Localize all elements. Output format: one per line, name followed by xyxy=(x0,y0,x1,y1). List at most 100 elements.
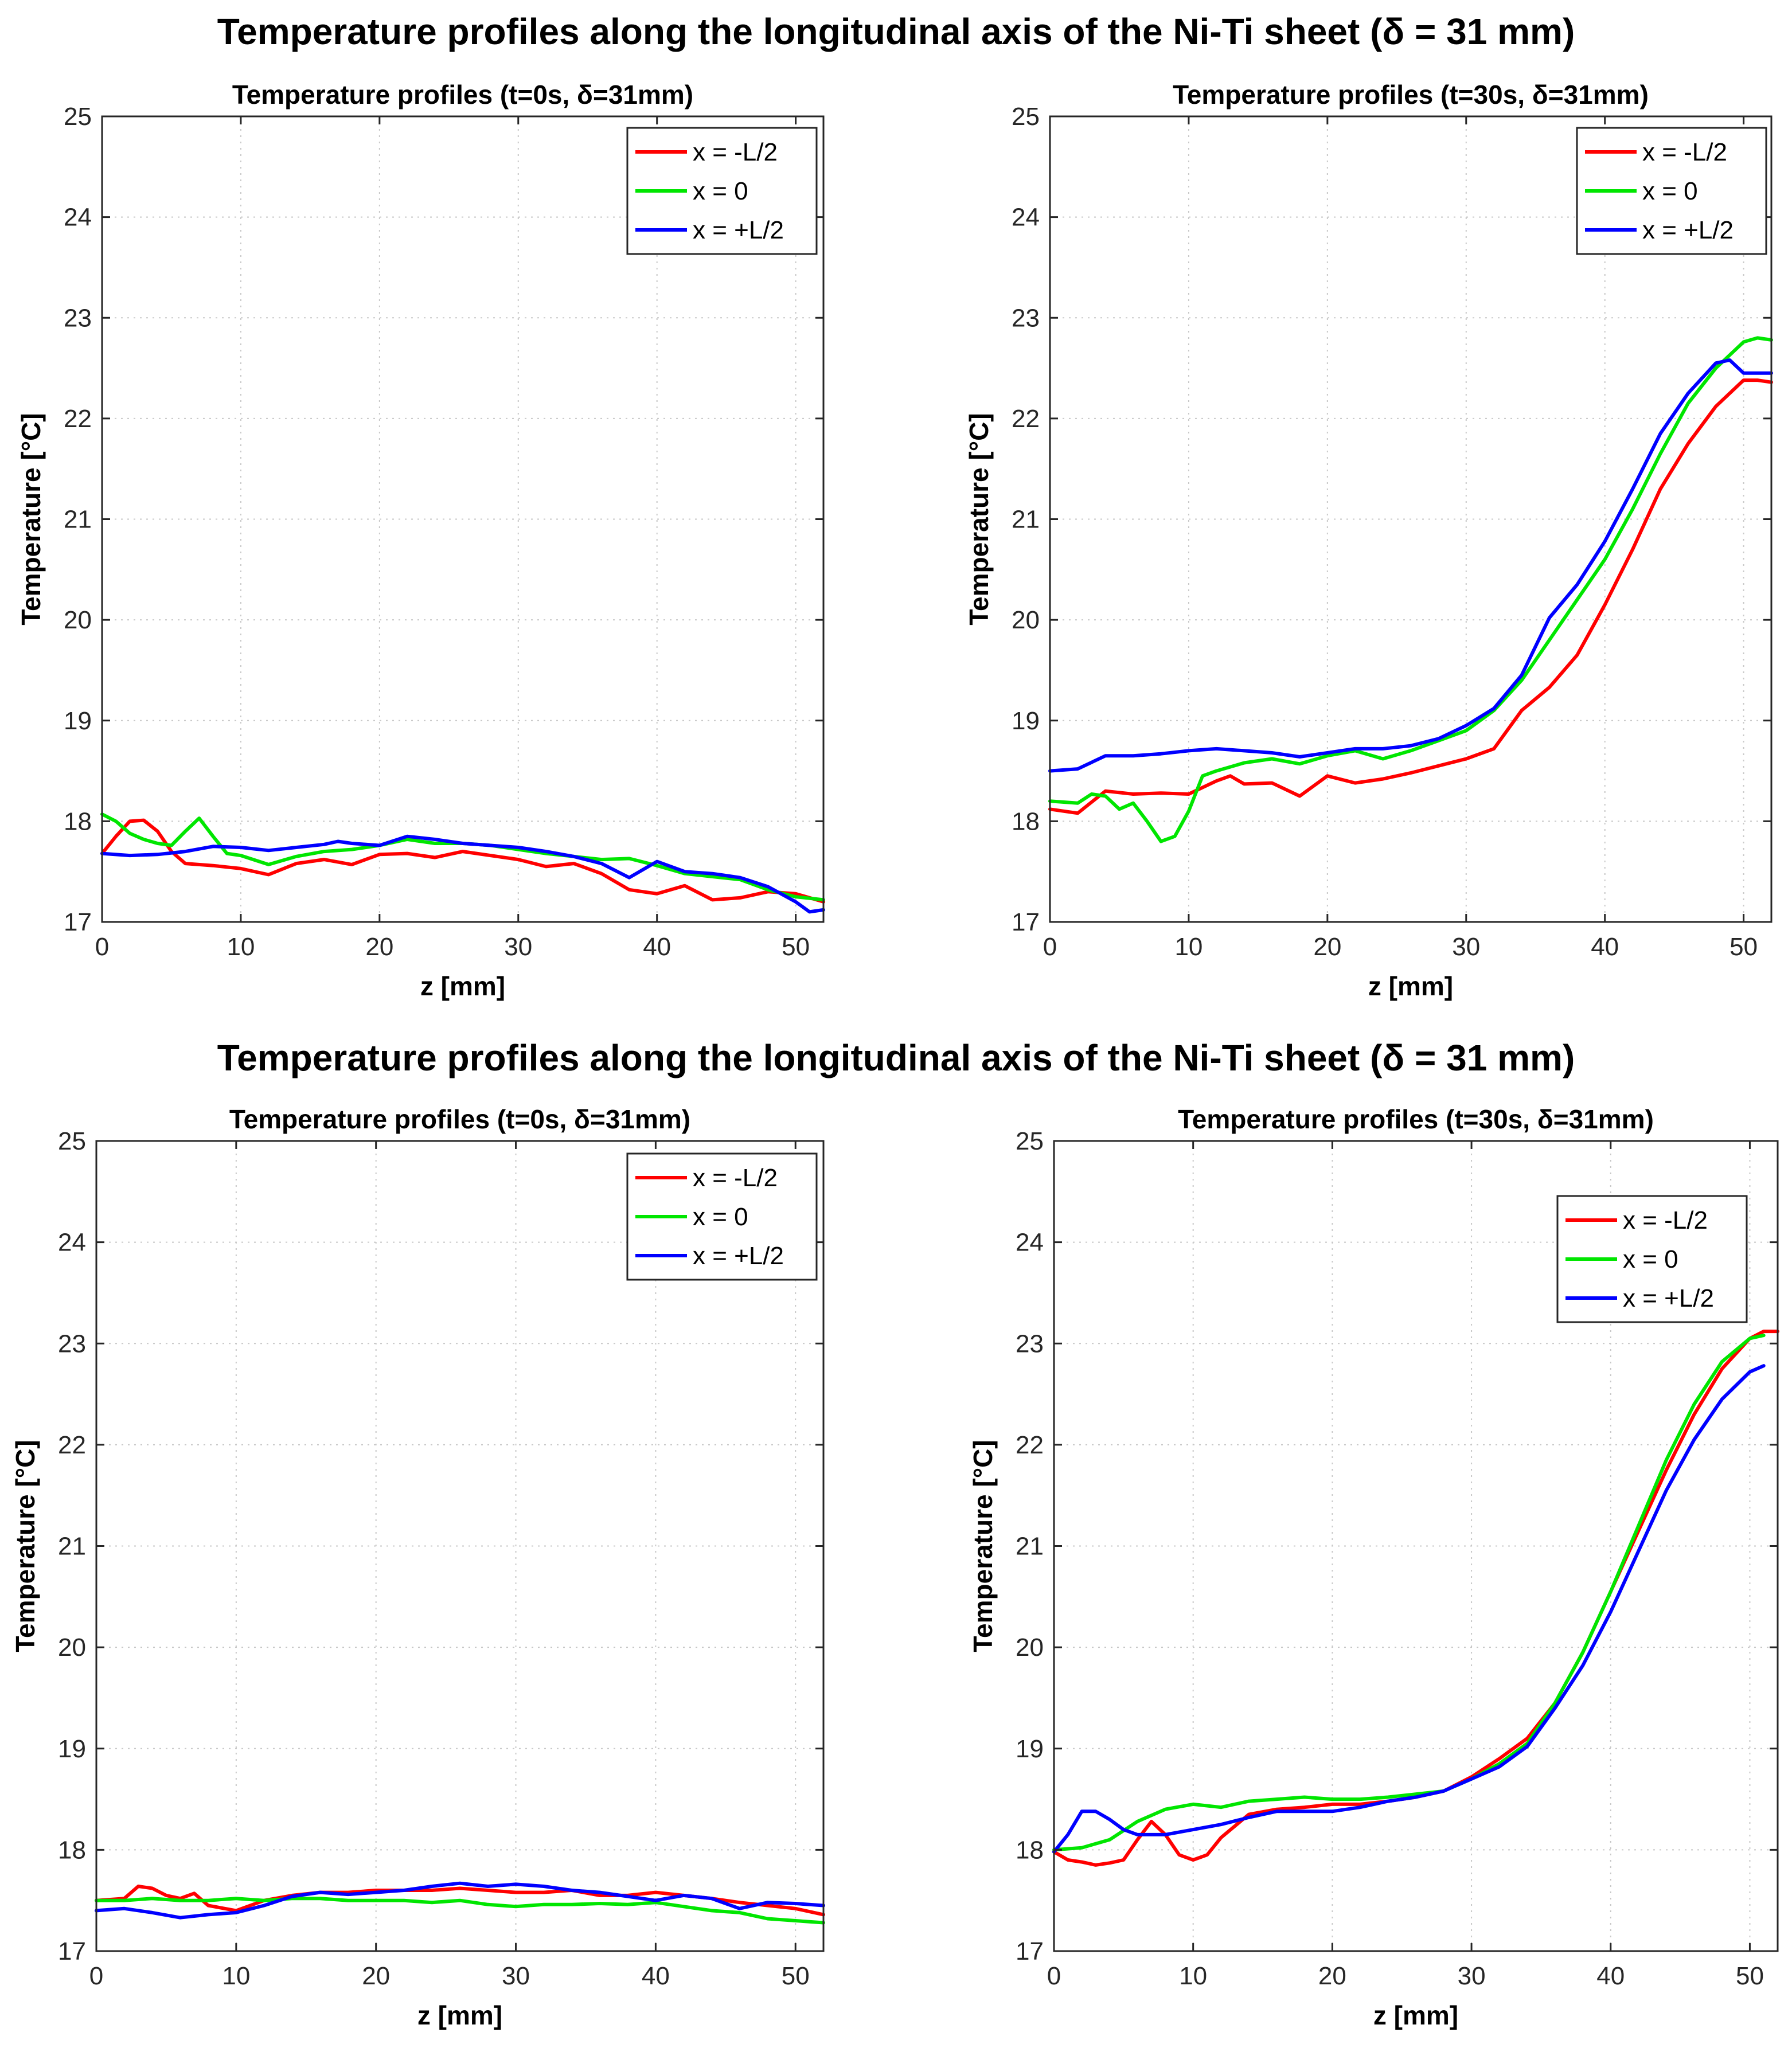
x-tick-label: 0 xyxy=(89,1962,103,1990)
y-tick-label: 20 xyxy=(58,1633,86,1662)
y-tick-label: 24 xyxy=(1016,1229,1044,1257)
legend-label-1: x = -L/2 xyxy=(1623,1206,1708,1234)
y-tick-label: 19 xyxy=(1016,1735,1044,1763)
y-tick-label: 23 xyxy=(1012,304,1040,332)
y-tick-label: 24 xyxy=(58,1229,86,1257)
figure-title-bottom: Temperature profiles along the longitudi… xyxy=(217,1037,1575,1078)
y-tick-label: 23 xyxy=(1016,1330,1044,1358)
y-tick-label: 22 xyxy=(1012,405,1040,433)
series-line-2 xyxy=(95,1897,825,1925)
x-axis-label: z [mm] xyxy=(1373,2000,1458,2030)
series-line-1 xyxy=(1048,378,1773,815)
legend-label-2: x = 0 xyxy=(1623,1245,1678,1273)
x-tick-label: 10 xyxy=(227,933,255,961)
x-tick-label: 40 xyxy=(1591,933,1619,961)
x-tick-label: 20 xyxy=(1313,933,1341,961)
x-tick-label: 40 xyxy=(1596,1962,1625,1990)
x-tick-label: 40 xyxy=(642,1962,670,1990)
y-tick-label: 19 xyxy=(64,707,92,735)
y-tick-label: 23 xyxy=(58,1330,86,1358)
y-tick-label: 22 xyxy=(64,405,92,433)
chart-title: Temperature profiles (t=30s, δ=31mm) xyxy=(1178,1104,1654,1134)
y-tick-label: 17 xyxy=(1012,908,1040,936)
y-tick-label: 24 xyxy=(1012,204,1040,232)
y-tick-label: 24 xyxy=(64,204,92,232)
x-tick-label: 50 xyxy=(782,933,810,961)
legend-label-3: x = +L/2 xyxy=(693,216,784,244)
legend-label-1: x = -L/2 xyxy=(693,1164,778,1192)
y-tick-label: 25 xyxy=(1012,103,1040,131)
x-tick-label: 30 xyxy=(1452,933,1480,961)
y-tick-label: 21 xyxy=(1012,506,1040,534)
y-tick-label: 25 xyxy=(58,1127,86,1155)
x-tick-label: 50 xyxy=(1729,933,1758,961)
x-tick-label: 30 xyxy=(1458,1962,1486,1990)
y-axis-label: Temperature [°C] xyxy=(968,1440,998,1652)
legend-label-2: x = 0 xyxy=(693,177,748,205)
y-axis-label: Temperature [°C] xyxy=(10,1440,40,1652)
series-line-2 xyxy=(1048,336,1773,843)
y-tick-label: 23 xyxy=(64,304,92,332)
y-tick-label: 17 xyxy=(58,1937,86,1965)
y-tick-label: 22 xyxy=(1016,1431,1044,1459)
y-tick-label: 22 xyxy=(58,1431,86,1459)
x-tick-label: 20 xyxy=(362,1962,390,1990)
y-axis-label: Temperature [°C] xyxy=(16,413,46,625)
series-line-1 xyxy=(1052,1330,1779,1867)
legend-label-3: x = +L/2 xyxy=(1623,1284,1714,1312)
x-tick-label: 20 xyxy=(1318,1962,1346,1990)
x-tick-label: 20 xyxy=(365,933,393,961)
legend-label-3: x = +L/2 xyxy=(693,1242,784,1270)
y-tick-label: 18 xyxy=(58,1836,86,1864)
legend-label-1: x = -L/2 xyxy=(693,138,778,166)
y-tick-label: 18 xyxy=(1012,807,1040,835)
y-tick-label: 19 xyxy=(1012,707,1040,735)
y-tick-label: 25 xyxy=(64,103,92,131)
x-tick-label: 0 xyxy=(1047,1962,1061,1990)
y-axis-label: Temperature [°C] xyxy=(964,413,994,625)
y-tick-label: 21 xyxy=(1016,1533,1044,1561)
series-line-3 xyxy=(1052,1364,1766,1854)
y-tick-label: 25 xyxy=(1016,1127,1044,1155)
x-tick-label: 10 xyxy=(1179,1962,1207,1990)
chart-title: Temperature profiles (t=0s, δ=31mm) xyxy=(229,1104,690,1134)
y-tick-label: 17 xyxy=(64,908,92,936)
y-tick-label: 20 xyxy=(1016,1633,1044,1662)
x-tick-label: 30 xyxy=(502,1962,530,1990)
x-tick-label: 10 xyxy=(1174,933,1203,961)
y-tick-label: 18 xyxy=(1016,1836,1044,1864)
x-axis-label: z [mm] xyxy=(417,2000,502,2030)
series-line-1 xyxy=(100,818,825,904)
legend-label-2: x = 0 xyxy=(693,1203,748,1231)
legend-label-2: x = 0 xyxy=(1642,177,1698,205)
chart-title: Temperature profiles (t=30s, δ=31mm) xyxy=(1173,80,1649,110)
y-tick-label: 18 xyxy=(64,807,92,835)
series-line-3 xyxy=(1048,358,1773,773)
x-tick-label: 50 xyxy=(782,1962,810,1990)
y-tick-label: 21 xyxy=(64,506,92,534)
y-tick-label: 20 xyxy=(1012,606,1040,634)
y-tick-label: 21 xyxy=(58,1533,86,1561)
y-tick-label: 17 xyxy=(1016,1937,1044,1965)
chart-title: Temperature profiles (t=0s, δ=31mm) xyxy=(232,80,693,110)
y-tick-label: 19 xyxy=(58,1735,86,1763)
series-line-3 xyxy=(95,1881,825,1920)
legend-label-1: x = -L/2 xyxy=(1642,138,1727,166)
y-tick-label: 20 xyxy=(64,606,92,634)
series-line-3 xyxy=(100,834,825,914)
x-tick-label: 50 xyxy=(1736,1962,1764,1990)
x-tick-label: 10 xyxy=(222,1962,250,1990)
x-tick-label: 0 xyxy=(95,933,109,961)
legend xyxy=(626,1152,818,1281)
series-line-2 xyxy=(1052,1334,1766,1852)
x-tick-label: 0 xyxy=(1043,933,1057,961)
x-axis-label: z [mm] xyxy=(1368,971,1453,1001)
figure-title-top: Temperature profiles along the longitudi… xyxy=(217,11,1575,52)
x-axis-label: z [mm] xyxy=(420,971,505,1001)
x-tick-label: 40 xyxy=(643,933,671,961)
legend-label-3: x = +L/2 xyxy=(1642,216,1734,244)
